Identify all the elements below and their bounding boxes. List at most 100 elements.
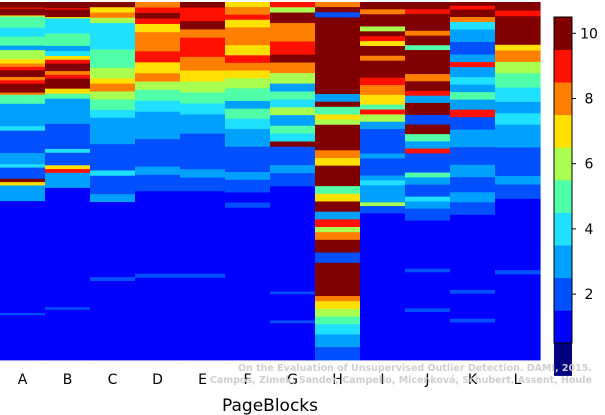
heatmap-cell-C-7 — [90, 78, 136, 84]
heatmap-cell-J-8 — [405, 81, 451, 92]
heatmap-cell-J-4 — [405, 35, 451, 46]
heatmap-cell-A-29 — [0, 315, 46, 361]
heatmap-cell-I-22 — [360, 185, 406, 203]
heatmap-cell-H-5 — [315, 101, 361, 108]
heatmap-cell-H-15 — [315, 201, 361, 213]
heatmap-cell-D-2 — [135, 12, 181, 19]
colorbar-tick-10: 10 — [580, 26, 598, 42]
heatmap-cell-C-16 — [90, 194, 136, 203]
heatmap-cell-I-20 — [360, 175, 406, 181]
heatmap-cell-K-11 — [450, 84, 496, 93]
heatmap-cell-F-9 — [225, 78, 271, 89]
heatmap-cell-D-0 — [135, 2, 181, 8]
heatmap-cell-D-5 — [135, 32, 181, 52]
heatmap-cell-E-3 — [180, 29, 226, 39]
heatmap-cell-K-12 — [450, 92, 496, 101]
colorbar-segment-9 — [554, 49, 572, 83]
heatmap-cell-J-24 — [405, 220, 451, 270]
heatmap-cell-A-15 — [0, 83, 46, 94]
heatmap-cell-A-5 — [0, 27, 46, 38]
heatmap-cell-K-22 — [450, 214, 496, 291]
heatmap-cell-D-1 — [135, 7, 181, 14]
heatmap-cell-H-27 — [315, 324, 361, 335]
heatmap-cell-H-14 — [315, 193, 361, 202]
heatmap-cell-C-2 — [90, 12, 136, 19]
colorbar-frame — [553, 16, 573, 344]
heatmap-cell-I-9 — [360, 60, 406, 79]
heatmap-cell-H-25 — [315, 308, 361, 317]
colorbar — [553, 16, 573, 376]
heatmap-cell-K-19 — [450, 177, 496, 193]
heatmap-cell-G-8 — [270, 83, 316, 92]
colorbar-segment-7 — [554, 114, 572, 148]
heatmap-cell-B-13 — [45, 78, 91, 90]
heatmap-cell-B-11 — [45, 71, 91, 76]
heatmap-cell-D-3 — [135, 18, 181, 25]
heatmap-cell-D-11 — [135, 100, 181, 113]
heatmap-cell-H-23 — [315, 296, 361, 302]
heatmap-cell-H-10 — [315, 150, 361, 159]
heatmap-cell-K-2 — [450, 9, 496, 18]
heatmap-cell-K-24 — [450, 293, 496, 320]
heatmap-cell-L-8 — [495, 101, 541, 114]
colorbar-segment-10 — [554, 17, 572, 50]
heatmap-cell-C-9 — [90, 91, 136, 100]
heatmap-cell-J-2 — [405, 14, 451, 32]
heatmap-cell-H-26 — [315, 316, 361, 325]
x-tick-J: J — [424, 372, 429, 388]
heatmap-cell-G-18 — [270, 173, 316, 187]
heatmap-cell-K-15 — [450, 117, 496, 131]
heatmap-cell-G-0 — [270, 2, 316, 8]
heatmap-cell-G-5 — [270, 54, 316, 63]
heatmap-cell-A-16 — [0, 92, 46, 96]
heatmap-cell-D-14 — [135, 166, 181, 176]
heatmap-cell-L-11 — [495, 147, 541, 177]
heatmap-cell-G-12 — [270, 115, 316, 127]
heatmap-cell-J-27 — [405, 308, 451, 313]
heatmap-cell-J-10 — [405, 95, 451, 104]
heatmap-cell-D-12 — [135, 111, 181, 140]
heatmap-cell-H-29 — [315, 347, 361, 361]
heatmap-cell-G-4 — [270, 41, 316, 56]
heatmap-cell-A-27 — [0, 201, 46, 314]
heatmap-cell-B-3 — [45, 17, 91, 19]
watermark-line-1: On the Evaluation of Unsupervised Outlie… — [238, 363, 592, 374]
heatmap-cell-J-9 — [405, 90, 451, 97]
heatmap-cell-B-21 — [45, 169, 91, 174]
heatmap-cell-A-14 — [0, 80, 46, 85]
heatmap-cell-H-17 — [315, 219, 361, 228]
heatmap-cell-K-26 — [450, 322, 496, 361]
heatmap-cell-H-7 — [315, 114, 361, 121]
heatmap-cell-J-22 — [405, 201, 451, 210]
heatmap-cell-H-11 — [315, 157, 361, 167]
heatmap-cell-C-13 — [90, 144, 136, 171]
heatmap-cell-D-6 — [135, 51, 181, 63]
heatmap-cell-B-9 — [45, 59, 91, 64]
colorbar-tick-4: 4 — [585, 222, 594, 238]
heatmap-cell-L-4 — [495, 50, 541, 63]
heatmap-cell-F-7 — [225, 62, 271, 71]
heatmap-cell-A-3 — [0, 15, 46, 17]
heatmap-cell-L-10 — [495, 124, 541, 148]
heatmap-cell-J-19 — [405, 177, 451, 186]
heatmap-cell-B-0 — [45, 2, 91, 9]
heatmap-cell-F-19 — [225, 202, 271, 209]
heatmap-cell-J-13 — [405, 124, 451, 135]
heatmap-cell-I-8 — [360, 55, 406, 62]
heatmap-cell-F-16 — [225, 172, 271, 181]
x-tick-B: B — [63, 372, 73, 388]
heatmap-cell-D-17 — [135, 273, 181, 279]
heatmap-cell-G-9 — [270, 91, 316, 100]
heatmap-cell-F-8 — [225, 70, 271, 79]
heatmap-cell-L-3 — [495, 44, 541, 51]
heatmap-cell-L-7 — [495, 87, 541, 103]
heatmap-cell-J-0 — [405, 2, 451, 10]
heatmap-cell-K-1 — [450, 5, 496, 10]
heatmap-cell-A-7 — [0, 45, 46, 51]
heatmap-cell-G-22 — [270, 320, 316, 324]
heatmap-cell-F-20 — [225, 207, 271, 361]
heatmap-cell-F-5 — [225, 45, 271, 56]
heatmap-cell-J-3 — [405, 30, 451, 37]
x-tick-K: K — [468, 372, 478, 388]
heatmap-cell-L-6 — [495, 73, 541, 88]
